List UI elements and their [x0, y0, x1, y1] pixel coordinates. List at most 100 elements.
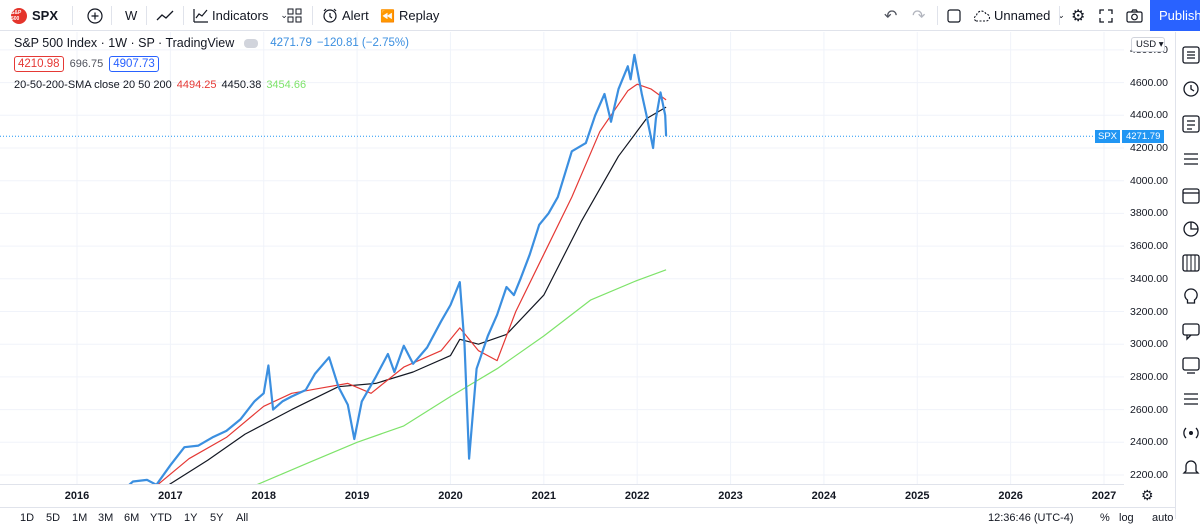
time-scale-year-label: 2024 — [811, 490, 837, 502]
bid-price-box[interactable]: 4210.98 — [14, 56, 64, 72]
range-button-1d[interactable]: 1D — [20, 512, 35, 524]
price-scale-label: 4200.00 — [1130, 142, 1168, 154]
publish-button[interactable]: Publish — [1150, 0, 1200, 31]
spread-value: 696.75 — [69, 58, 104, 70]
alert-clock-icon — [323, 8, 337, 23]
ideas-bulb-icon[interactable] — [1180, 286, 1200, 308]
price-scale-label: 2200.00 — [1130, 469, 1168, 481]
layout-square-icon — [947, 8, 961, 23]
line-chart-icon — [156, 10, 174, 20]
alert-label: Alert — [342, 8, 369, 23]
legend-change: −120.81 (−2.75%) — [316, 37, 409, 49]
time-scale-year-label: 2027 — [1091, 490, 1117, 502]
chart-type-button[interactable] — [156, 0, 174, 31]
time-scale-year-label: 2026 — [998, 490, 1023, 502]
series-layer — [124, 53, 668, 484]
sp500-logo-icon: S&P 500 — [11, 7, 27, 24]
add-symbol-button[interactable] — [87, 0, 103, 31]
time-scale-year-label: 2016 — [64, 490, 90, 502]
indicators-icon — [193, 9, 208, 23]
alert-button[interactable]: Alert — [322, 0, 369, 31]
range-button-3m[interactable]: 3M — [98, 512, 114, 524]
chevron-down-icon: ⌄ — [280, 10, 288, 20]
layout-name-button[interactable]: Unnamed ⌄ — [971, 0, 1065, 31]
price-scale-label: 3000.00 — [1130, 338, 1168, 351]
time-scale-year-label: 2025 — [905, 490, 930, 502]
undo-icon[interactable]: ↶ — [884, 7, 898, 25]
indicators-label: Indicators — [212, 8, 269, 23]
range-button-1y[interactable]: 1Y — [184, 512, 198, 524]
layout-button[interactable] — [947, 0, 961, 31]
notification-bell-icon[interactable] — [1180, 456, 1200, 478]
broadcast-icon[interactable] — [1180, 422, 1200, 444]
current-price-tag: SPX 4271.79 — [1095, 130, 1165, 143]
scale-option-log[interactable]: log — [1119, 512, 1134, 524]
time-scale-year-label: 2017 — [158, 490, 183, 502]
replay-icon: ⏪ — [380, 8, 395, 23]
price-scale-label: 4600.00 — [1130, 76, 1168, 89]
bottom-range-bar: 12:36:46 (UTC-4) 1D 5D 1M 3M 6M YTD 1Y 5Y All% lo… — [0, 507, 1175, 524]
scale-option-percent[interactable]: % — [1100, 512, 1110, 524]
scale-settings-gear-icon[interactable]: ⚙ — [1141, 487, 1154, 503]
chart-grid — [0, 32, 1124, 484]
time-scale[interactable]: 2016 2017 2018 2019 2020 2021 2022 2023 2024 2025… — [0, 484, 1124, 505]
scale-option-auto[interactable]: auto — [1152, 512, 1174, 524]
fullscreen-button[interactable] — [1099, 0, 1113, 31]
replay-label: Replay — [398, 8, 440, 23]
price-scale-label: 3200.00 — [1130, 305, 1168, 318]
price-series-line[interactable] — [124, 53, 668, 484]
current-price-symbol: SPX — [1095, 130, 1121, 143]
legend-title: S&P 500 Index · 1W · SP · TradingView — [14, 36, 235, 50]
sma-indicator-label: 20-50-200-SMA close 20 50 200 — [14, 79, 172, 91]
price-scale-label: 2800.00 — [1130, 370, 1168, 383]
snapshot-button[interactable] — [1126, 0, 1143, 31]
range-button-6m[interactable]: 6M — [124, 512, 140, 524]
replay-button[interactable]: ⏪ Replay — [380, 0, 439, 31]
range-button-all[interactable]: All — [236, 512, 249, 524]
range-button-ytd[interactable]: YTD — [150, 512, 172, 524]
clock-label[interactable]: 12:36:46 (UTC-4) — [988, 512, 1074, 524]
templates-button[interactable] — [287, 0, 302, 31]
sma200-line[interactable] — [245, 269, 667, 484]
hotlist-icon[interactable] — [1180, 252, 1200, 274]
redo-icon[interactable]: ↷ — [912, 7, 926, 25]
time-scale-year-label: 2019 — [344, 490, 370, 502]
alarm-clock-icon[interactable] — [1180, 77, 1200, 99]
price-scale-label: 2400.00 — [1130, 436, 1168, 449]
data-window-icon[interactable] — [1180, 148, 1200, 170]
price-scale[interactable]: 4800.004600.004400.004200.004000.003800.… — [1124, 32, 1175, 484]
legend-collapse-icon[interactable] — [244, 38, 259, 48]
legend-last-price: 4271.79 — [270, 37, 312, 49]
sma50-line[interactable] — [161, 106, 667, 484]
time-scale-year-label: 2018 — [251, 490, 276, 502]
currency-button[interactable]: USD ▾ — [1131, 37, 1165, 52]
right-sidebar — [1175, 32, 1200, 519]
indicators-button[interactable]: Indicators ⌄ — [193, 0, 288, 31]
add-symbol-icon — [87, 7, 103, 24]
chat-icon[interactable] — [1180, 320, 1200, 342]
symbol-search-button[interactable]: S&P 500 SPX — [11, 0, 58, 31]
symbol-label: SPX — [32, 8, 59, 23]
sma50-value: 4450.38 — [221, 79, 262, 91]
range-button-5d[interactable]: 5D — [46, 512, 61, 524]
interval-button[interactable]: W — [125, 8, 138, 23]
notifications-list-icon[interactable] — [1180, 388, 1200, 410]
range-button-1m[interactable]: 1M — [72, 512, 88, 524]
sma200-value: 3454.66 — [266, 79, 307, 91]
current-price-value: 4271.79 — [1122, 130, 1165, 143]
price-chart[interactable] — [0, 32, 1124, 484]
watchlist-icon[interactable] — [1180, 44, 1200, 66]
top-toolbar: S&P 500 SPX W Indicators ⌄ Alert ⏪ Repla… — [0, 0, 1200, 31]
templates-grid-icon — [287, 8, 302, 23]
calendar-icon[interactable] — [1180, 184, 1200, 206]
time-scale-year-label: 2021 — [531, 490, 557, 502]
ask-price-box[interactable]: 4907.73 — [109, 56, 159, 72]
news-icon[interactable] — [1180, 113, 1200, 135]
range-button-5y[interactable]: 5Y — [210, 512, 224, 524]
time-scale-year-label: 2020 — [438, 490, 463, 502]
sma20-line[interactable] — [152, 83, 667, 484]
pie-chart-icon[interactable] — [1180, 218, 1200, 240]
price-scale-label: 2600.00 — [1130, 403, 1168, 416]
settings-gear-icon[interactable]: ⚙ — [1071, 7, 1086, 25]
streams-icon[interactable] — [1180, 354, 1200, 376]
